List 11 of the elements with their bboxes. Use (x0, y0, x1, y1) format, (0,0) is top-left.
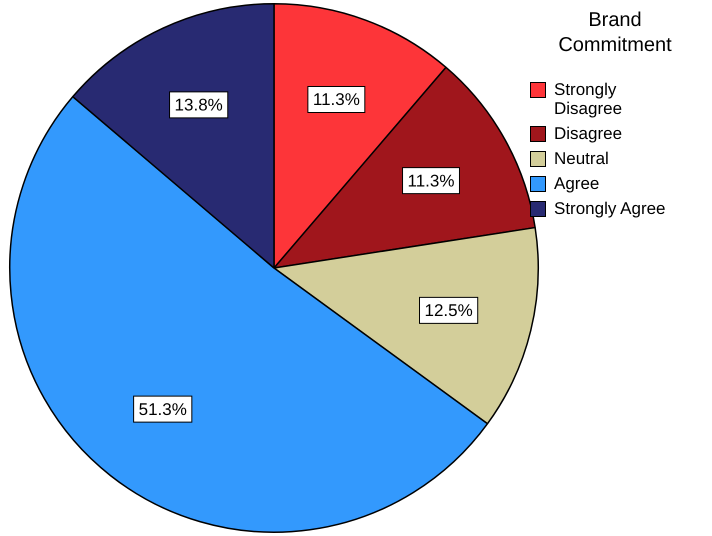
data-label: 12.5% (424, 301, 473, 320)
data-label: 51.3% (138, 400, 187, 419)
data-label: 11.3% (312, 90, 360, 110)
data-label: 13.8% (174, 96, 223, 115)
legend-label: Strongly Agree (554, 199, 667, 218)
data-label: 11.3% (408, 171, 454, 190)
legend-label: Disagree (554, 124, 624, 143)
legend-label: Strongly Disagree (554, 80, 624, 118)
legend-title: Brand Commitment (557, 8, 673, 58)
legend-label: Neutral (554, 149, 610, 168)
legend-label: Agree (554, 174, 600, 193)
